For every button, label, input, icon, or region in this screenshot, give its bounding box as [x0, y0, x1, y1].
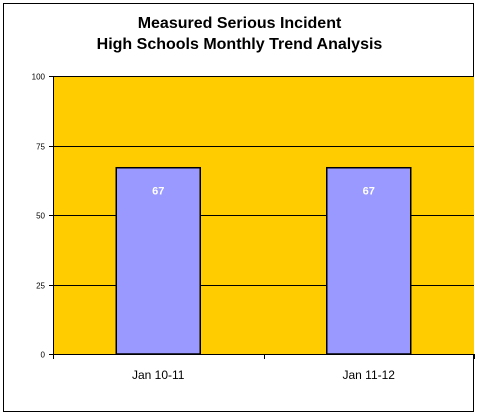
y-tick-label-25: 25 [36, 282, 45, 291]
y-tick-label-50: 50 [36, 212, 45, 221]
y-tick-label-100: 100 [32, 73, 46, 82]
y-tick-label-0: 0 [41, 351, 46, 360]
bar-1 [115, 166, 201, 355]
y-tick-label-75: 75 [36, 143, 45, 152]
x-tick-label-1: Jan 10-11 [132, 368, 185, 382]
chart-title-line-1: Measured Serious Incident [137, 15, 342, 32]
data-label-1: 67 [152, 186, 164, 198]
bar-2 [326, 166, 412, 355]
data-label-2: 67 [363, 186, 375, 198]
chart-title-line-2: High Schools Monthly Trend Analysis [96, 36, 383, 53]
x-tick-label-2: Jan 11-12 [343, 368, 396, 382]
